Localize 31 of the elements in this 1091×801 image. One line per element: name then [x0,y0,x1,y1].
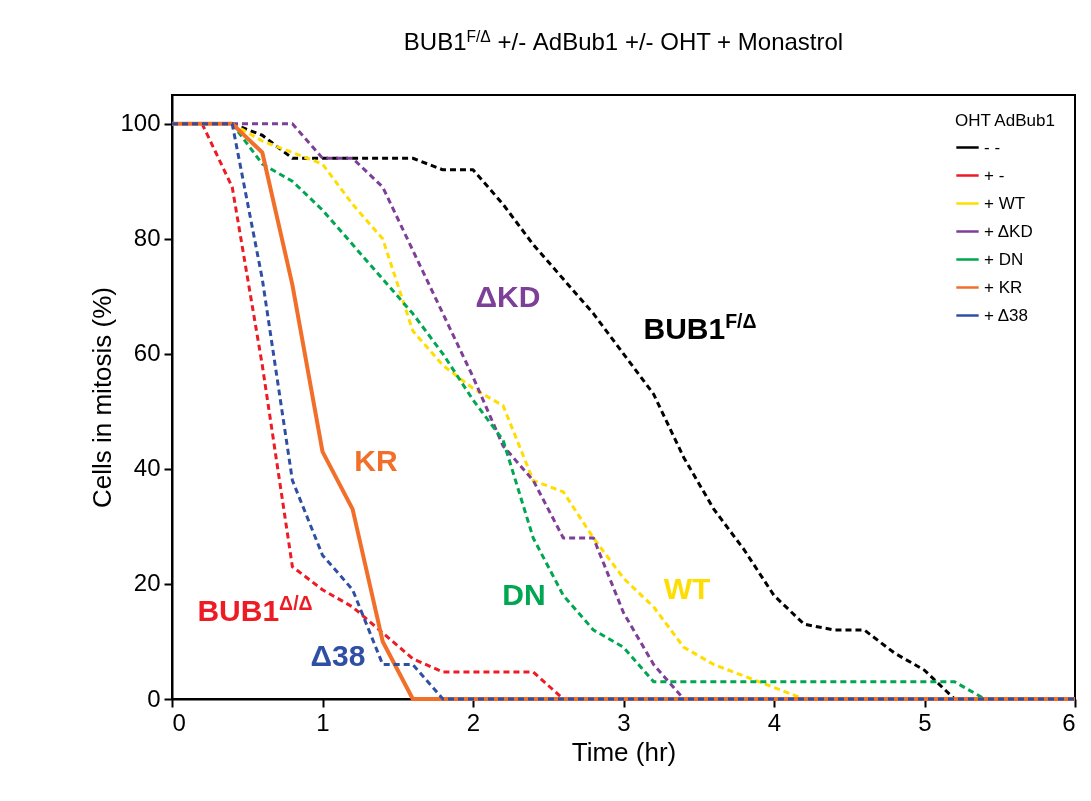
x-axis-title: Time (hr) [571,736,677,767]
legend-label: - - [984,137,1001,157]
annotation: Δ38 [310,639,366,672]
legend-label: + DN [984,249,1024,269]
x-tick-label: 1 [316,708,330,736]
x-tick-label: 5 [918,708,932,736]
annotation: KR [354,444,398,477]
y-axis-title: Cells in mitosis (%) [87,286,118,509]
annotation: WT [663,572,711,605]
x-tick-label: 3 [617,708,631,736]
annotation: BUB1$^{Δ/Δ}$ [197,592,313,627]
x-tick-label: 0 [172,708,186,736]
y-tick-label: 60 [133,339,161,367]
annotation: ΔKD [475,280,541,313]
y-tick-label: 100 [120,109,161,137]
legend-label: + Δ38 [984,305,1028,325]
annotation: BUB1$^{F/Δ}$ [643,310,757,345]
y-tick-label: 80 [133,224,161,252]
legend-label: + ΔKD [984,221,1033,241]
x-tick-label: 6 [1062,708,1076,736]
legend-label: + - [984,165,1005,185]
y-tick-label: 0 [147,684,161,712]
chart-title: BUB1$^{F/Δ}$ +/- AdBub1 +/- OHT + Monastrol [403,27,844,55]
y-tick-label: 40 [133,454,161,482]
y-tick-label: 20 [133,569,161,597]
legend-label: + WT [984,193,1026,213]
annotation: DN [502,578,546,611]
x-tick-label: 4 [767,708,782,736]
legend-label: + KR [984,277,1023,297]
x-tick-label: 2 [466,708,481,736]
legend-title: OHT AdBub1 [955,111,1055,130]
